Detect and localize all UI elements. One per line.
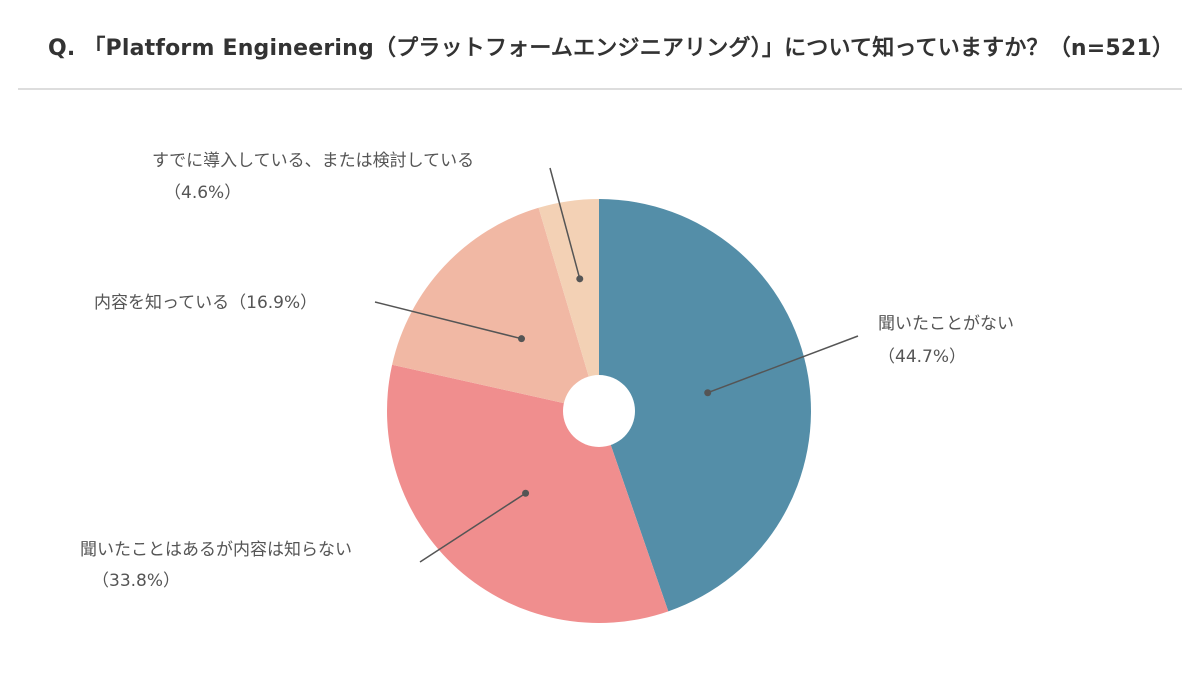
slice-value-1: （44.7%）	[878, 347, 966, 367]
pie-slice-1	[599, 199, 811, 612]
callout-line-1	[707, 335, 859, 394]
chart-title: Q. 「Platform Engineering（プラットフォームエンジニアリン…	[48, 36, 1175, 61]
slice-value-4: （4.6%）	[164, 183, 241, 203]
callout-dot-3	[518, 335, 525, 343]
pie-slice-3	[392, 207, 599, 411]
slice-category-1: 聞いたことがない	[878, 314, 1014, 334]
slice-label-3: 内容を知っている（16.9%）	[94, 293, 317, 313]
slice-category-4: すでに導入している、または検討している	[152, 151, 474, 171]
callout-dot-1	[704, 389, 712, 397]
pie-slice-4	[538, 199, 599, 411]
pie-callouts: 聞いたことがない （44.7%） 聞いたことはあるが内容は知らない （33.8%） 内容…	[80, 151, 1014, 591]
slice-category-2: 聞いたことはあるが内容は知らない	[80, 540, 352, 560]
slice-value-2: （33.8%）	[92, 571, 180, 591]
callout-line-3	[374, 301, 522, 340]
pie-center-hole	[563, 375, 635, 447]
callout-dot-2	[522, 489, 530, 497]
title-divider	[18, 88, 1182, 90]
callout-line-2	[419, 492, 526, 563]
callout-line-4	[549, 167, 581, 280]
callout-dot-4	[576, 275, 584, 283]
